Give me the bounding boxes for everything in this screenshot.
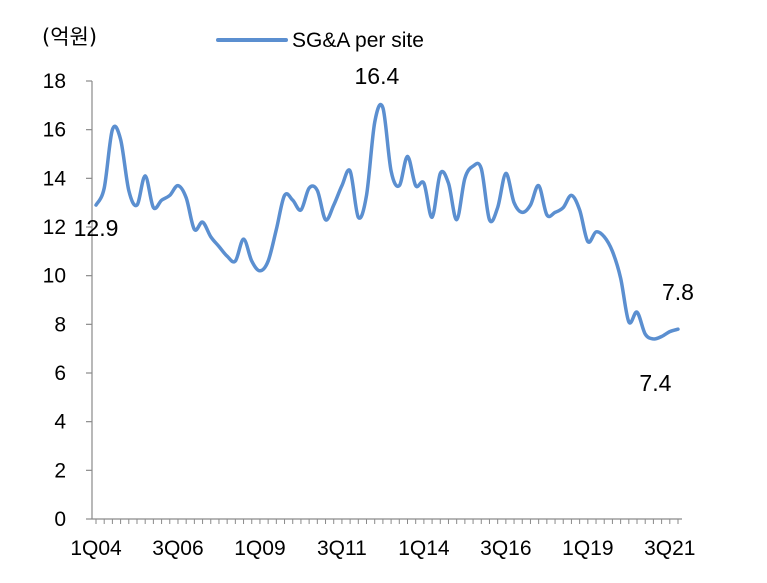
x-tick-label: 3Q16: [480, 537, 531, 560]
y-tick-label: 12: [43, 216, 66, 239]
series-line-sga-per-site: [94, 102, 680, 341]
x-tick-label: 1Q04: [70, 537, 122, 560]
y-tick-label: 2: [54, 459, 66, 482]
y-tick-label: 4: [54, 411, 66, 434]
annotation-layer: 12.9 16.4 7.4 7.8: [74, 63, 694, 396]
y-tick-label: 16: [43, 119, 66, 142]
data-label: 7.4: [639, 370, 671, 396]
x-tick-label: 1Q14: [398, 537, 450, 560]
y-unit-label: (억원): [42, 25, 97, 49]
x-tick-label: 3Q11: [317, 537, 367, 560]
y-ticks: 0 2 4 6 8 10 12 14 16 18: [43, 70, 92, 531]
y-tick-label: 8: [54, 313, 66, 336]
y-tick-label: 18: [43, 70, 66, 93]
x-ticks: 1Q04 3Q06 1Q09 3Q11 1Q14 3Q16 1Q19 3Q21: [70, 519, 695, 560]
x-tick-label: 1Q19: [562, 537, 613, 560]
y-tick-label: 0: [54, 508, 66, 531]
y-tick-label: 14: [43, 167, 67, 190]
data-label: 16.4: [355, 63, 400, 89]
data-label: 7.8: [662, 279, 694, 305]
data-label: 12.9: [74, 215, 119, 241]
legend-label: SG&A per site: [292, 29, 424, 52]
y-tick-label: 10: [43, 265, 66, 288]
legend: SG&A per site: [216, 29, 424, 52]
series-layer: [94, 102, 680, 341]
x-tick-label: 3Q21: [644, 537, 695, 560]
x-tick-label: 1Q09: [234, 537, 285, 560]
y-tick-label: 6: [54, 362, 66, 385]
x-tick-label: 3Q06: [152, 537, 203, 560]
